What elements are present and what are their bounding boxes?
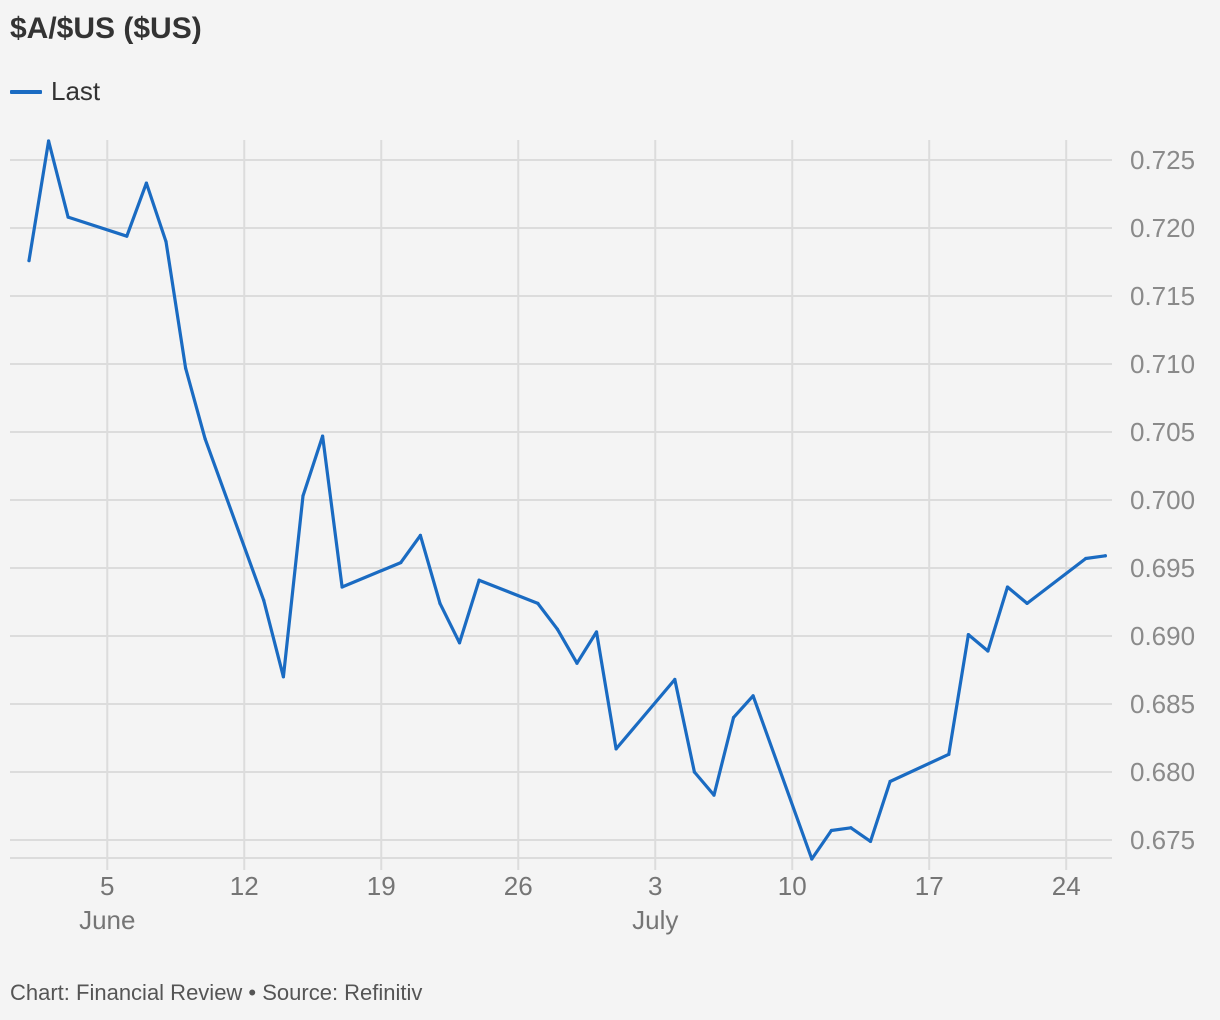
data-point: [27, 259, 31, 263]
x-tick-month-label: July: [632, 905, 678, 935]
y-tick-label: 0.715: [1130, 281, 1195, 311]
data-point: [614, 747, 618, 751]
y-tick-label: 0.725: [1130, 145, 1195, 175]
data-point: [1103, 554, 1107, 558]
data-point: [399, 560, 403, 565]
data-point: [281, 675, 286, 679]
data-point: [712, 793, 716, 797]
data-point: [457, 641, 462, 645]
data-point: [125, 234, 129, 238]
data-point: [986, 649, 990, 653]
data-point: [144, 181, 149, 185]
y-axis-ticks: 0.725 0.720 0.715 0.710 0.705 0.700 0.695 0.690…: [1130, 145, 1195, 855]
data-point: [966, 633, 970, 637]
data-point: [1084, 556, 1088, 561]
x-tick-label: 5: [100, 871, 114, 901]
data-point: [888, 779, 892, 784]
legend: Last: [10, 76, 100, 107]
data-point: [203, 437, 207, 441]
data-point: [692, 770, 696, 774]
x-tick-label: 3: [648, 871, 662, 901]
data-point: [849, 826, 853, 830]
data-point: [810, 857, 814, 861]
x-tick-label: 12: [230, 871, 259, 901]
data-point: [673, 677, 677, 682]
x-tick-label: 19: [367, 871, 396, 901]
y-tick-label: 0.720: [1130, 213, 1195, 243]
chart-credit: Chart: Financial Review • Source: Refini…: [10, 980, 423, 1005]
data-point: [751, 694, 755, 698]
data-point: [536, 601, 540, 605]
y-tick-label: 0.705: [1130, 417, 1195, 447]
y-tick-label: 0.680: [1130, 757, 1195, 787]
chart-title: $A/$US ($US): [10, 12, 202, 45]
x-axis-ticks: 5 June 12 19 26 3 July 10 17 24: [79, 871, 1081, 935]
legend-swatch: [10, 89, 42, 94]
data-point: [1025, 601, 1029, 605]
y-tick-label: 0.700: [1130, 485, 1195, 515]
legend-label: Last: [51, 76, 101, 106]
x-tick-month-label: June: [79, 905, 135, 935]
data-point: [947, 752, 951, 756]
data-point: [594, 630, 599, 634]
data-point: [262, 599, 266, 603]
y-tick-label: 0.690: [1130, 621, 1195, 651]
data-point: [46, 139, 51, 143]
x-tick-label: 24: [1052, 871, 1081, 901]
data-point: [555, 627, 559, 631]
data-point: [868, 839, 873, 843]
series-line-last: [27, 139, 1107, 861]
series-group: [27, 139, 1107, 861]
x-tick-label: 26: [504, 871, 533, 901]
data-point: [1005, 585, 1010, 589]
data-point: [66, 215, 70, 219]
data-point: [438, 601, 442, 605]
x-tick-label: 10: [778, 871, 807, 901]
data-point: [575, 661, 579, 665]
data-point: [829, 828, 833, 833]
data-point: [320, 434, 325, 438]
data-point: [340, 585, 344, 589]
y-tick-label: 0.695: [1130, 553, 1195, 583]
data-point: [477, 578, 481, 582]
vertical-gridlines: [10, 140, 1112, 870]
y-tick-label: 0.710: [1130, 349, 1195, 379]
data-point: [418, 533, 422, 537]
data-point: [731, 716, 736, 720]
y-tick-label: 0.675: [1130, 825, 1195, 855]
data-point: [183, 366, 188, 370]
data-point: [164, 240, 168, 244]
horizontal-gridlines: [10, 159, 1112, 841]
y-tick-label: 0.685: [1130, 689, 1195, 719]
data-point: [301, 494, 305, 498]
x-tick-label: 17: [915, 871, 944, 901]
